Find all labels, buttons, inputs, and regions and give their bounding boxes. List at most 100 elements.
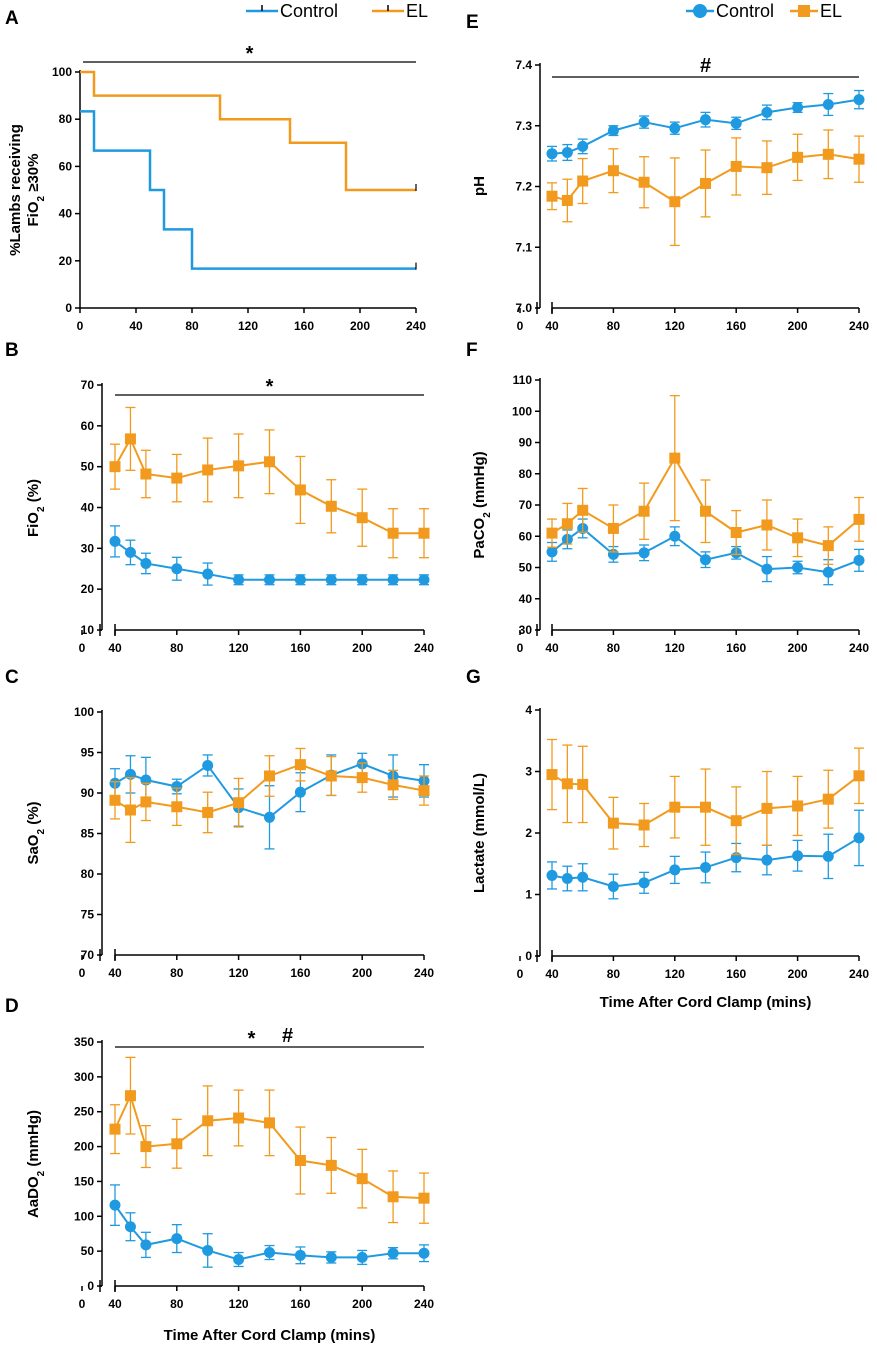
data-point-el bbox=[546, 190, 558, 202]
data-point-el bbox=[387, 527, 399, 539]
y-tick-label: 1 bbox=[525, 888, 532, 902]
series-el bbox=[109, 1056, 430, 1224]
y-tick-label: 60 bbox=[59, 159, 73, 173]
y-tick-label: 100 bbox=[52, 65, 72, 79]
x-tick-label: 160 bbox=[726, 967, 746, 981]
panel-label: B bbox=[5, 340, 19, 361]
data-point-el bbox=[853, 770, 865, 782]
y-tick-label: 7.3 bbox=[515, 119, 532, 133]
panel-label: G bbox=[466, 667, 481, 688]
y-tick-label: 90 bbox=[81, 786, 95, 800]
data-point-el bbox=[418, 785, 430, 797]
data-point-el bbox=[792, 151, 804, 163]
series-control bbox=[546, 89, 865, 162]
y-tick-label: 30 bbox=[81, 541, 95, 555]
y-tick-label: 0 bbox=[87, 1279, 94, 1293]
x-tick-label: 40 bbox=[545, 319, 559, 333]
data-point-el bbox=[387, 1191, 399, 1203]
data-point-el bbox=[325, 770, 337, 782]
data-point-el bbox=[761, 802, 773, 814]
x-axis-label: Time After Cord Clamp (mins) bbox=[164, 1327, 376, 1344]
data-point-el bbox=[700, 801, 711, 813]
data-point-el bbox=[853, 513, 865, 525]
legend-left: Control EL bbox=[246, 1, 428, 21]
series-control bbox=[109, 525, 430, 586]
x-tick-label: 80 bbox=[607, 967, 621, 981]
data-point-el bbox=[561, 194, 573, 206]
data-point-control bbox=[418, 574, 430, 586]
x-tick-label: 240 bbox=[849, 967, 869, 981]
data-point-el bbox=[561, 518, 573, 530]
data-point-control bbox=[853, 832, 865, 844]
y-tick-label: 85 bbox=[81, 827, 95, 841]
panel-label: F bbox=[466, 340, 478, 361]
x-tick-label: 40 bbox=[545, 967, 559, 981]
significance-mark: * bbox=[248, 1028, 256, 1050]
significance-mark: * bbox=[246, 43, 254, 65]
y-axis-label: AaDO2 (mmHg) bbox=[25, 1110, 47, 1218]
data-point-el bbox=[264, 770, 275, 782]
y-tick-label: 2 bbox=[525, 826, 532, 840]
data-point-el bbox=[561, 778, 573, 790]
data-point-control bbox=[233, 574, 245, 586]
data-point-el bbox=[109, 794, 121, 806]
data-point-el bbox=[140, 468, 152, 480]
data-point-el bbox=[418, 527, 430, 539]
data-point-control bbox=[792, 850, 804, 862]
data-point-control bbox=[171, 781, 183, 793]
data-point-control bbox=[669, 864, 681, 876]
data-point-control bbox=[294, 1249, 306, 1261]
data-point-el bbox=[822, 540, 834, 552]
series-el bbox=[109, 406, 430, 559]
data-point-control bbox=[294, 574, 306, 586]
data-point-el bbox=[700, 505, 711, 517]
data-point-control bbox=[638, 547, 650, 559]
panel-label: D bbox=[5, 996, 19, 1017]
data-point-control bbox=[264, 574, 275, 586]
x-tick-label: 80 bbox=[185, 319, 199, 333]
x-tick-label: 0 bbox=[77, 319, 84, 333]
y-tick-label: 50 bbox=[519, 561, 533, 575]
y-axis-label: %Lambs receiving bbox=[7, 124, 24, 256]
y-axis-label: SaO2 (%) bbox=[25, 801, 47, 864]
series-control bbox=[109, 752, 430, 850]
y-tick-label: 300 bbox=[74, 1070, 94, 1084]
significance-mark: * bbox=[266, 376, 274, 398]
data-point-el bbox=[761, 519, 773, 531]
data-point-el bbox=[577, 504, 589, 516]
data-point-el bbox=[325, 500, 337, 512]
y-axis-label: FiO2 ≥30% bbox=[25, 154, 47, 227]
data-point-el bbox=[140, 1141, 152, 1153]
x-tick-label: 120 bbox=[229, 1297, 249, 1311]
y-tick-label: 30 bbox=[519, 623, 533, 637]
x-tick-label: 160 bbox=[726, 319, 746, 333]
x-tick-label: 240 bbox=[849, 641, 869, 655]
legend-marker-el bbox=[798, 5, 810, 17]
data-point-control bbox=[264, 811, 275, 823]
y-tick-label: 60 bbox=[519, 529, 533, 543]
y-tick-label: 0 bbox=[65, 301, 72, 315]
data-point-control bbox=[792, 562, 804, 573]
data-point-el bbox=[202, 1115, 214, 1127]
series-el-step bbox=[80, 70, 416, 192]
y-tick-label: 7.0 bbox=[515, 301, 532, 315]
data-point-control bbox=[822, 566, 834, 578]
data-point-control bbox=[761, 854, 773, 866]
data-point-el bbox=[730, 160, 742, 172]
y-tick-label: 80 bbox=[59, 112, 73, 126]
x-tick-label: 200 bbox=[350, 319, 370, 333]
x-tick-label: 40 bbox=[129, 319, 143, 333]
data-point-el bbox=[325, 1159, 337, 1171]
x-tick-label: 120 bbox=[238, 319, 258, 333]
data-point-el bbox=[124, 804, 136, 816]
data-point-control bbox=[140, 1239, 152, 1251]
series-control bbox=[546, 518, 865, 586]
x-tick-label: 80 bbox=[607, 319, 621, 333]
x-tick-label: 0 bbox=[517, 319, 524, 333]
data-point-control bbox=[546, 869, 558, 881]
data-point-el bbox=[638, 176, 650, 188]
series-control bbox=[109, 1184, 430, 1268]
data-point-control bbox=[822, 850, 834, 862]
data-point-control bbox=[325, 574, 337, 586]
data-point-el bbox=[264, 1117, 275, 1129]
